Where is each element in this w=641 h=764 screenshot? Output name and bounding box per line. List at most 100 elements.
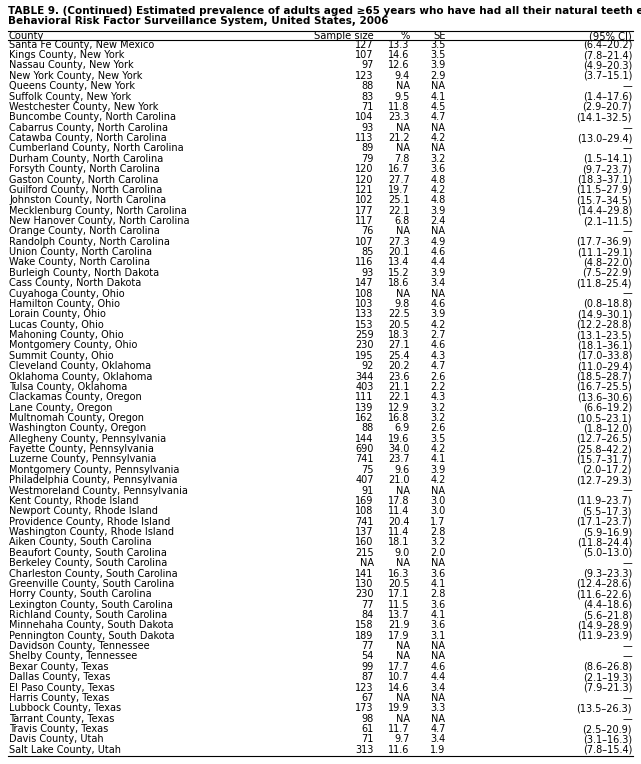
Text: 25.4: 25.4 bbox=[388, 351, 410, 361]
Text: El Paso County, Texas: El Paso County, Texas bbox=[9, 682, 115, 693]
Text: 162: 162 bbox=[355, 413, 374, 423]
Text: 230: 230 bbox=[355, 589, 374, 599]
Text: Cass County, North Dakota: Cass County, North Dakota bbox=[9, 278, 141, 288]
Text: 14.6: 14.6 bbox=[388, 682, 410, 693]
Text: Cumberland County, North Carolina: Cumberland County, North Carolina bbox=[9, 144, 183, 154]
Text: (11.8–25.4): (11.8–25.4) bbox=[576, 278, 632, 288]
Text: Buncombe County, North Carolina: Buncombe County, North Carolina bbox=[9, 112, 176, 122]
Text: 111: 111 bbox=[355, 392, 374, 403]
Text: Mecklenburg County, North Carolina: Mecklenburg County, North Carolina bbox=[9, 206, 187, 215]
Text: 3.9: 3.9 bbox=[430, 309, 445, 319]
Text: 11.4: 11.4 bbox=[388, 527, 410, 537]
Text: 13.7: 13.7 bbox=[388, 610, 410, 620]
Text: 123: 123 bbox=[355, 682, 374, 693]
Text: 18.6: 18.6 bbox=[388, 278, 410, 288]
Text: 23.7: 23.7 bbox=[388, 455, 410, 465]
Text: NA: NA bbox=[431, 641, 445, 651]
Text: Luzerne County, Pennsylvania: Luzerne County, Pennsylvania bbox=[9, 455, 156, 465]
Text: NA: NA bbox=[431, 144, 445, 154]
Text: Pennington County, South Dakota: Pennington County, South Dakota bbox=[9, 631, 174, 641]
Text: 313: 313 bbox=[355, 745, 374, 755]
Text: Catawba County, North Carolina: Catawba County, North Carolina bbox=[9, 133, 167, 143]
Text: Berkeley County, South Carolina: Berkeley County, South Carolina bbox=[9, 558, 167, 568]
Text: (3.1–16.3): (3.1–16.3) bbox=[583, 734, 632, 744]
Text: 3.5: 3.5 bbox=[430, 40, 445, 50]
Text: 92: 92 bbox=[362, 361, 374, 371]
Text: 9.5: 9.5 bbox=[394, 92, 410, 102]
Text: 3.4: 3.4 bbox=[430, 682, 445, 693]
Text: (2.9–20.7): (2.9–20.7) bbox=[583, 102, 632, 112]
Text: (9.3–23.3): (9.3–23.3) bbox=[583, 568, 632, 578]
Text: (12.7–29.3): (12.7–29.3) bbox=[576, 475, 632, 485]
Text: Clackamas County, Oregon: Clackamas County, Oregon bbox=[9, 392, 142, 403]
Text: 9.0: 9.0 bbox=[394, 548, 410, 558]
Text: (11.5–27.9): (11.5–27.9) bbox=[576, 185, 632, 195]
Text: 9.7: 9.7 bbox=[394, 734, 410, 744]
Text: (2.1–19.3): (2.1–19.3) bbox=[583, 672, 632, 682]
Text: (14.1–32.5): (14.1–32.5) bbox=[576, 112, 632, 122]
Text: Davidson County, Tennessee: Davidson County, Tennessee bbox=[9, 641, 149, 651]
Text: 4.3: 4.3 bbox=[430, 351, 445, 361]
Text: 15.2: 15.2 bbox=[388, 268, 410, 278]
Text: 121: 121 bbox=[355, 185, 374, 195]
Text: (13.0–29.4): (13.0–29.4) bbox=[577, 133, 632, 143]
Text: 91: 91 bbox=[362, 486, 374, 496]
Text: (7.5–22.9): (7.5–22.9) bbox=[583, 268, 632, 278]
Text: 4.2: 4.2 bbox=[430, 185, 445, 195]
Text: 18.1: 18.1 bbox=[388, 537, 410, 548]
Text: 344: 344 bbox=[355, 371, 374, 381]
Text: 3.9: 3.9 bbox=[430, 60, 445, 70]
Text: (1.4–17.6): (1.4–17.6) bbox=[583, 92, 632, 102]
Text: TABLE 9. (Continued) Estimated prevalence of adults aged ≥65 years who have had : TABLE 9. (Continued) Estimated prevalenc… bbox=[8, 6, 641, 16]
Text: Mahoning County, Ohio: Mahoning County, Ohio bbox=[9, 330, 124, 340]
Text: 2.0: 2.0 bbox=[430, 548, 445, 558]
Text: NA: NA bbox=[395, 693, 410, 703]
Text: 2.2: 2.2 bbox=[430, 382, 445, 392]
Text: (16.7–25.5): (16.7–25.5) bbox=[576, 382, 632, 392]
Text: 16.7: 16.7 bbox=[388, 164, 410, 174]
Text: —: — bbox=[622, 486, 632, 496]
Text: 4.6: 4.6 bbox=[430, 247, 445, 257]
Text: Beaufort County, South Carolina: Beaufort County, South Carolina bbox=[9, 548, 167, 558]
Text: 3.2: 3.2 bbox=[430, 154, 445, 163]
Text: 3.2: 3.2 bbox=[430, 537, 445, 548]
Text: 21.9: 21.9 bbox=[388, 620, 410, 630]
Text: 4.4: 4.4 bbox=[430, 257, 445, 267]
Text: 4.1: 4.1 bbox=[430, 579, 445, 589]
Text: 6.9: 6.9 bbox=[394, 423, 410, 433]
Text: 104: 104 bbox=[355, 112, 374, 122]
Text: Lorain County, Ohio: Lorain County, Ohio bbox=[9, 309, 106, 319]
Text: 20.5: 20.5 bbox=[388, 579, 410, 589]
Text: 403: 403 bbox=[355, 382, 374, 392]
Text: NA: NA bbox=[395, 289, 410, 299]
Text: 27.3: 27.3 bbox=[388, 237, 410, 247]
Text: Lubbock County, Texas: Lubbock County, Texas bbox=[9, 704, 121, 714]
Text: 4.3: 4.3 bbox=[430, 392, 445, 403]
Text: (8.6–26.8): (8.6–26.8) bbox=[583, 662, 632, 672]
Text: 189: 189 bbox=[355, 631, 374, 641]
Text: Burleigh County, North Dakota: Burleigh County, North Dakota bbox=[9, 268, 159, 278]
Text: NA: NA bbox=[431, 81, 445, 91]
Text: Harris County, Texas: Harris County, Texas bbox=[9, 693, 109, 703]
Text: 77: 77 bbox=[361, 641, 374, 651]
Text: 3.2: 3.2 bbox=[430, 413, 445, 423]
Text: 21.1: 21.1 bbox=[388, 382, 410, 392]
Text: NA: NA bbox=[431, 693, 445, 703]
Text: Washington County, Oregon: Washington County, Oregon bbox=[9, 423, 146, 433]
Text: 22.1: 22.1 bbox=[388, 206, 410, 215]
Text: Fayette County, Pennsylvania: Fayette County, Pennsylvania bbox=[9, 444, 154, 454]
Text: 3.1: 3.1 bbox=[430, 631, 445, 641]
Text: Charleston County, South Carolina: Charleston County, South Carolina bbox=[9, 568, 178, 578]
Text: 158: 158 bbox=[355, 620, 374, 630]
Text: (3.7–15.1): (3.7–15.1) bbox=[583, 71, 632, 81]
Text: 11.7: 11.7 bbox=[388, 724, 410, 734]
Text: 127: 127 bbox=[355, 40, 374, 50]
Text: 230: 230 bbox=[355, 341, 374, 351]
Text: Horry County, South Carolina: Horry County, South Carolina bbox=[9, 589, 152, 599]
Text: 21.2: 21.2 bbox=[388, 133, 410, 143]
Text: NA: NA bbox=[431, 652, 445, 662]
Text: 6.8: 6.8 bbox=[394, 216, 410, 226]
Text: NA: NA bbox=[360, 558, 374, 568]
Text: Durham County, North Carolina: Durham County, North Carolina bbox=[9, 154, 163, 163]
Text: 9.8: 9.8 bbox=[394, 299, 410, 309]
